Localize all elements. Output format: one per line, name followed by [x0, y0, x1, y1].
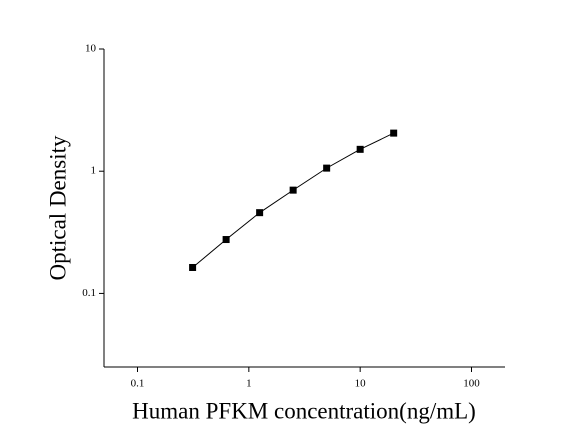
x-tick-label: 1: [246, 378, 252, 390]
y-tick-label: 1: [91, 165, 97, 177]
curve: [192, 132, 394, 268]
point: [256, 209, 264, 217]
x-axis-title: Human PFKM concentration(ng/mL): [132, 398, 476, 423]
x-tick-label: 0.1: [131, 378, 145, 390]
x-tick-label: 10: [355, 378, 367, 390]
point: [390, 129, 398, 137]
x-tick-label: 100: [463, 378, 480, 390]
point: [289, 186, 297, 194]
point: [323, 164, 331, 172]
point: [356, 145, 364, 153]
y-axis-title: Optical Density: [45, 135, 70, 280]
y-tick-label: 0.1: [82, 287, 96, 299]
y-tick-label: 10: [85, 43, 97, 55]
point: [189, 263, 197, 271]
point: [222, 236, 230, 244]
